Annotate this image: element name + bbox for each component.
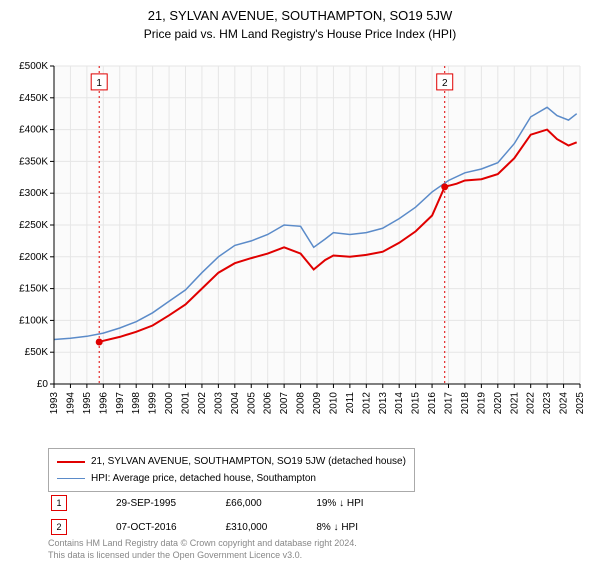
- legend-label: 21, SYLVAN AVENUE, SOUTHAMPTON, SO19 5JW…: [91, 453, 406, 470]
- svg-text:£350K: £350K: [19, 156, 48, 167]
- svg-text:2009: 2009: [312, 392, 323, 415]
- table-row: 1 29-SEP-1995£66,00019% ↓ HPI: [50, 492, 410, 514]
- svg-text:£500K: £500K: [19, 61, 48, 72]
- svg-text:£450K: £450K: [19, 93, 48, 104]
- footer-line2: This data is licensed under the Open Gov…: [48, 549, 357, 562]
- marker-diff: 8% ↓ HPI: [315, 516, 409, 538]
- legend-swatch: [57, 461, 85, 463]
- svg-text:1995: 1995: [82, 392, 93, 415]
- svg-text:2014: 2014: [394, 392, 405, 415]
- svg-text:2015: 2015: [411, 392, 422, 415]
- svg-text:£250K: £250K: [19, 220, 48, 231]
- page-subtitle: Price paid vs. HM Land Registry's House …: [0, 27, 600, 41]
- svg-text:£50K: £50K: [25, 347, 49, 358]
- svg-text:2023: 2023: [542, 392, 553, 415]
- footer-attribution: Contains HM Land Registry data © Crown c…: [48, 537, 357, 562]
- svg-text:2005: 2005: [246, 392, 257, 415]
- svg-text:£400K: £400K: [19, 125, 48, 136]
- svg-text:£100K: £100K: [19, 315, 48, 326]
- svg-text:2017: 2017: [444, 392, 455, 415]
- marker-price: £66,000: [225, 492, 314, 514]
- svg-text:1: 1: [96, 78, 102, 89]
- page-title: 21, SYLVAN AVENUE, SOUTHAMPTON, SO19 5JW: [0, 8, 600, 23]
- svg-text:£300K: £300K: [19, 188, 48, 199]
- svg-text:2004: 2004: [230, 392, 241, 415]
- svg-text:2000: 2000: [164, 392, 175, 415]
- marker-num-box: 2: [51, 519, 67, 535]
- marker-date: 07-OCT-2016: [115, 516, 223, 538]
- footer-line1: Contains HM Land Registry data © Crown c…: [48, 537, 357, 550]
- legend-item: HPI: Average price, detached house, Sout…: [57, 470, 406, 487]
- svg-text:2001: 2001: [181, 392, 192, 415]
- svg-text:2024: 2024: [559, 392, 570, 415]
- marker-price: £310,000: [225, 516, 314, 538]
- svg-text:2010: 2010: [328, 392, 339, 415]
- svg-text:2018: 2018: [460, 392, 471, 415]
- svg-text:£150K: £150K: [19, 284, 48, 295]
- svg-text:1999: 1999: [148, 392, 159, 415]
- svg-text:2013: 2013: [378, 392, 389, 415]
- svg-text:2022: 2022: [526, 392, 537, 415]
- svg-text:2006: 2006: [263, 392, 274, 415]
- svg-text:1994: 1994: [65, 392, 76, 415]
- svg-text:2007: 2007: [279, 392, 290, 415]
- svg-text:2012: 2012: [361, 392, 372, 415]
- price-chart: 1 2 £0 £50K £100K £150K £200K £250K £300K £350K £4…: [10, 56, 590, 436]
- marker-date: 29-SEP-1995: [115, 492, 223, 514]
- svg-text:2: 2: [442, 78, 448, 89]
- legend: 21, SYLVAN AVENUE, SOUTHAMPTON, SO19 5JW…: [48, 448, 415, 492]
- marker-diff: 19% ↓ HPI: [315, 492, 409, 514]
- svg-text:2008: 2008: [296, 392, 307, 415]
- svg-text:2025: 2025: [575, 392, 586, 415]
- svg-text:1996: 1996: [98, 392, 109, 415]
- svg-text:2011: 2011: [345, 392, 356, 414]
- svg-text:1998: 1998: [131, 392, 142, 415]
- svg-text:1993: 1993: [49, 392, 60, 415]
- marker-num-box: 1: [51, 495, 67, 511]
- legend-label: HPI: Average price, detached house, Sout…: [91, 470, 316, 487]
- table-row: 2 07-OCT-2016£310,0008% ↓ HPI: [50, 516, 410, 538]
- svg-text:2002: 2002: [197, 392, 208, 415]
- svg-text:£0: £0: [37, 379, 49, 390]
- legend-swatch: [57, 478, 85, 479]
- svg-text:2016: 2016: [427, 392, 438, 415]
- legend-item: 21, SYLVAN AVENUE, SOUTHAMPTON, SO19 5JW…: [57, 453, 406, 470]
- svg-text:2021: 2021: [509, 392, 520, 415]
- svg-text:2003: 2003: [213, 392, 224, 415]
- svg-text:2019: 2019: [476, 392, 487, 415]
- marker-table: 1 29-SEP-1995£66,00019% ↓ HPI 2 07-OCT-2016…: [48, 490, 412, 540]
- svg-text:£200K: £200K: [19, 252, 48, 263]
- svg-text:1997: 1997: [115, 392, 126, 415]
- svg-text:2020: 2020: [493, 392, 504, 415]
